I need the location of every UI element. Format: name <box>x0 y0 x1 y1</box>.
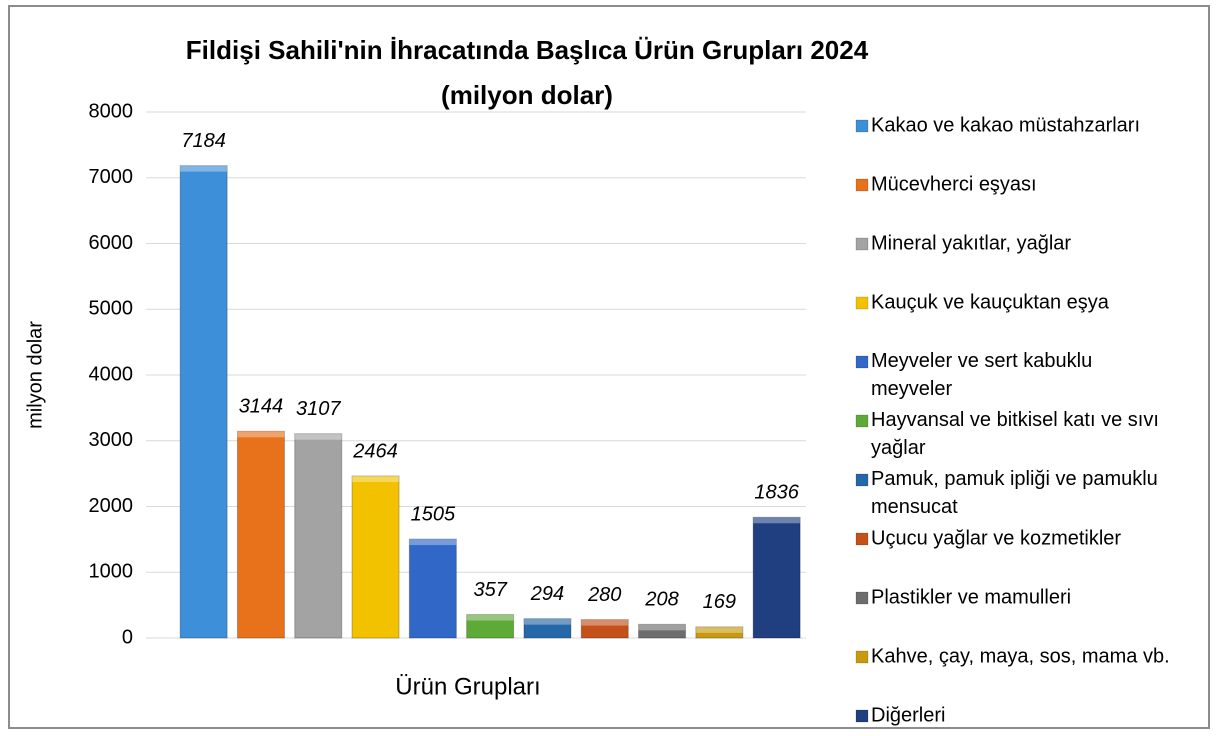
data-label: 1505 <box>411 503 456 525</box>
legend-label: Plastikler ve mamulleri <box>871 586 1071 608</box>
data-label: 208 <box>644 589 678 611</box>
data-label: 280 <box>587 584 621 606</box>
legend-swatch <box>855 119 869 133</box>
bar <box>179 165 228 639</box>
bar-highlight <box>753 517 801 524</box>
legend-swatch <box>855 532 869 546</box>
legend-label: Meyveler ve sert kabuklu meyveler <box>871 350 1092 400</box>
y-axis-label: milyon dolar <box>24 321 46 429</box>
chart-subtitle: (milyon dolar) <box>441 80 613 110</box>
y-tick-label: 1000 <box>89 561 134 583</box>
bar <box>466 614 515 639</box>
bar <box>523 618 572 639</box>
data-label: 1836 <box>754 482 799 504</box>
bar-highlight <box>352 475 400 482</box>
bar <box>695 626 744 639</box>
data-label: 169 <box>703 591 736 613</box>
y-tick-label: 6000 <box>89 232 134 254</box>
legend-swatch <box>855 296 869 310</box>
bar-highlight <box>409 539 457 546</box>
legend-label: Kahve, çay, maya, sos, mama vb. <box>871 645 1170 667</box>
data-label: 7184 <box>181 130 226 152</box>
bar-highlight <box>523 618 571 625</box>
bar-highlight <box>180 165 228 172</box>
bar <box>752 516 801 639</box>
legend-swatch <box>855 414 869 428</box>
bar <box>236 430 285 639</box>
bar-highlight <box>695 626 743 633</box>
legend-label: Diğerleri <box>871 704 945 726</box>
data-label: 294 <box>530 583 564 605</box>
legend-label: Mücevherci eşyası <box>871 173 1037 195</box>
y-tick-label: 3000 <box>89 429 134 451</box>
data-label: 3144 <box>239 396 284 418</box>
legend-swatch <box>855 237 869 251</box>
legend-swatch <box>855 591 869 605</box>
chart-title: Fildişi Sahili'nin İhracatında Başlıca Ü… <box>186 35 869 65</box>
legend-label: Mineral yakıtlar, yağlar <box>871 232 1071 254</box>
legend-swatch <box>855 178 869 192</box>
data-label: 2464 <box>352 440 398 462</box>
bar-highlight <box>466 614 514 621</box>
y-tick-label: 5000 <box>89 298 134 320</box>
legend-swatch <box>855 709 869 723</box>
legend-swatch <box>855 650 869 664</box>
y-tick-label: 0 <box>122 626 133 648</box>
y-tick-label: 7000 <box>89 166 134 188</box>
bar <box>351 475 400 639</box>
data-label: 357 <box>473 579 507 601</box>
y-tick-label: 2000 <box>89 495 134 517</box>
bar-highlight <box>294 433 342 440</box>
bar <box>408 538 457 639</box>
legend-swatch <box>855 355 869 369</box>
data-label: 3107 <box>296 398 341 420</box>
bar-highlight <box>638 624 686 631</box>
y-tick-label: 8000 <box>89 100 134 122</box>
x-axis-label: Ürün Grupları <box>395 673 540 700</box>
legend-label: Kakao ve kakao müstahzarları <box>871 114 1140 136</box>
legend-label: Hayvansal ve bitkisel katı ve sıvı yağlar <box>871 409 1159 459</box>
legend-swatch <box>855 473 869 487</box>
legend-label: Pamuk, pamuk ipliği ve pamuklu mensucat <box>871 468 1158 518</box>
legend-label: Uçucu yağlar ve kozmetikler <box>871 527 1121 549</box>
bar <box>580 619 629 639</box>
bar <box>294 433 343 639</box>
bar-highlight <box>581 619 629 626</box>
bar <box>638 623 687 639</box>
y-tick-label: 4000 <box>89 363 134 385</box>
legend-label: Kauçuk ve kauçuktan eşya <box>871 291 1110 313</box>
bar-highlight <box>237 431 285 438</box>
